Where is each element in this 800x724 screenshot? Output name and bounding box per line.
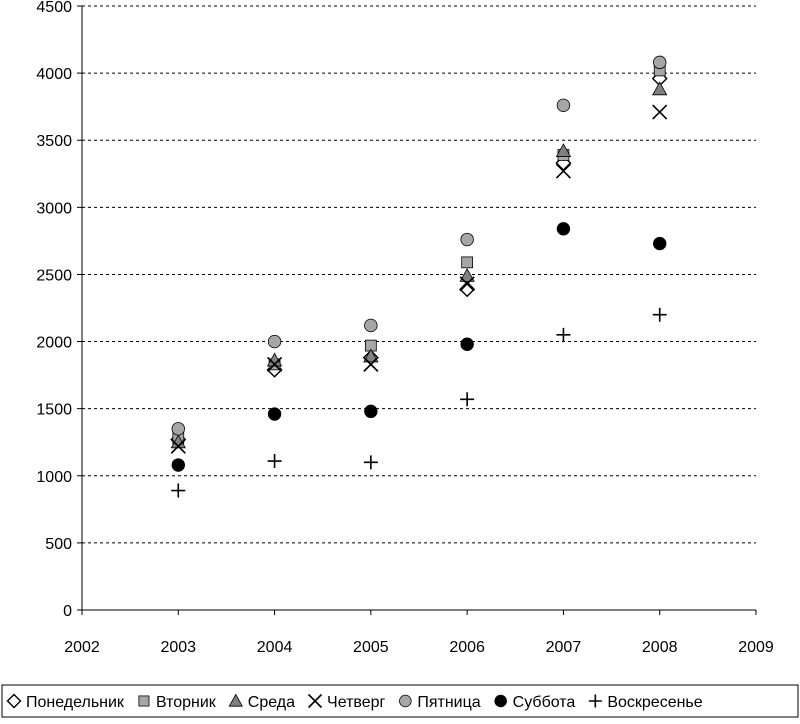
data-point [267, 334, 282, 349]
data-point [555, 163, 571, 179]
legend-marker [138, 695, 150, 707]
data-point [460, 337, 474, 351]
x-axis-tick-labels: 2002 2003 2004 2005 2006 2007 2008 2009 [64, 639, 774, 656]
data-point [363, 455, 378, 470]
legend-label: Среда [248, 694, 295, 711]
data-point [652, 307, 667, 322]
data-point [267, 407, 282, 421]
data-point [556, 98, 571, 113]
legend-marker [588, 694, 602, 708]
axes [77, 5, 757, 615]
x-tick-label: 2006 [449, 639, 485, 656]
data-point [461, 256, 474, 269]
x-tick-label: 2008 [642, 639, 678, 656]
y-tick-label: 1500 [36, 402, 72, 419]
data-point [171, 422, 185, 436]
y-tick-label: 3500 [36, 133, 72, 150]
data-point [170, 438, 186, 454]
x-tick-label: 2005 [353, 639, 389, 656]
data-point [653, 55, 667, 70]
y-tick-label: 2000 [36, 335, 72, 352]
data-point [267, 356, 283, 372]
data-point [267, 454, 282, 469]
legend-label: Суббота [513, 694, 576, 711]
data-point [364, 318, 378, 333]
legend-label: Вторник [156, 694, 217, 711]
x-tick-label: 2004 [257, 639, 293, 656]
legend-label: Понедельник [26, 694, 125, 711]
legend-label: Воскресенье [607, 694, 702, 711]
legend-marker [399, 694, 412, 708]
data-point [652, 104, 668, 120]
data-point [459, 267, 475, 282]
data-point [170, 434, 186, 449]
legend: Понедельник Вторник Среда Четверг Пятница Суб… [1, 684, 799, 718]
y-axis-tick-labels: 0 500 1000 1500 2000 2500 3000 3500 4000 4500 [36, 0, 72, 620]
x-tick-label: 2007 [546, 639, 582, 656]
y-tick-label: 2500 [36, 267, 72, 284]
data-point [363, 356, 379, 372]
legend-marker [228, 693, 243, 707]
y-tick-label: 4000 [36, 66, 72, 83]
legend-marker [307, 693, 323, 709]
data-point [460, 392, 475, 407]
data-point [459, 281, 476, 298]
data-point [556, 327, 571, 342]
data-point [653, 236, 667, 251]
data-point [556, 222, 571, 236]
data-point [460, 232, 474, 247]
legend-label: Четверг [327, 694, 385, 711]
data-point [652, 81, 668, 96]
x-tick-label: 2002 [64, 639, 100, 656]
data-point [459, 276, 475, 292]
y-tick-label: 500 [45, 536, 72, 553]
legend-label: Пятница [417, 694, 480, 711]
data-point [171, 483, 186, 498]
data-point [363, 348, 379, 363]
data-point [364, 404, 378, 419]
legend-marker [6, 693, 22, 709]
x-tick-label: 2009 [738, 639, 774, 656]
data-point [171, 458, 185, 472]
y-tick-label: 0 [63, 603, 72, 620]
data-point [555, 143, 572, 157]
y-tick-label: 4500 [36, 0, 72, 16]
x-tick-label: 2003 [160, 639, 196, 656]
y-tick-label: 1000 [36, 469, 72, 486]
legend-marker [494, 694, 507, 708]
grid-lines [82, 5, 756, 544]
y-tick-label: 3000 [36, 200, 72, 217]
data-point [266, 352, 283, 367]
data-points [170, 55, 668, 498]
